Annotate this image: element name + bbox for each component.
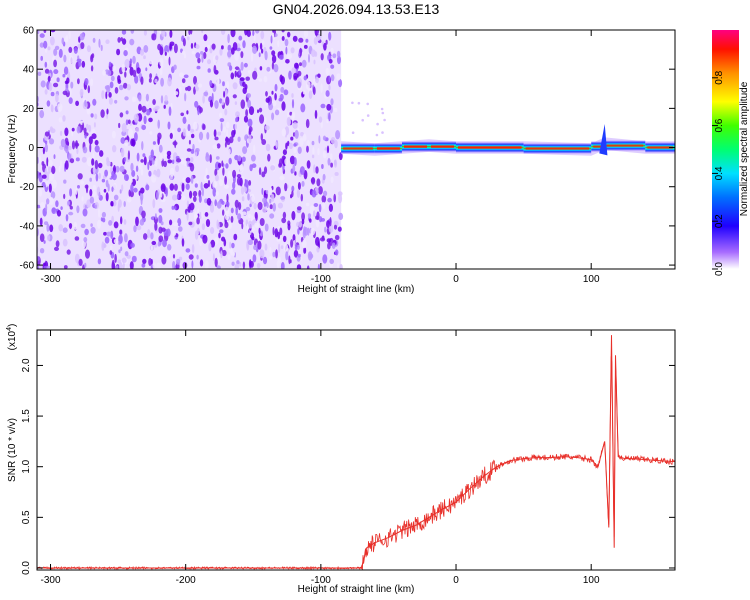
band-stray-point [375, 133, 379, 137]
band-core [647, 146, 673, 149]
colorbar-gradient [712, 30, 739, 269]
y-tick-label: 1.5 [21, 409, 32, 423]
colorbar-tick-label: 0.8 [714, 70, 725, 84]
colorbar-ticks: 0.0 0.2 0.4 0.6 0.8 [712, 70, 725, 276]
band-spike [599, 124, 608, 156]
y-tick-label: 40 [23, 65, 35, 76]
spectrogram-ylabel: Frequency (Hz) [7, 115, 18, 184]
snr-series-noise [37, 356, 675, 570]
band-core [606, 144, 644, 147]
noise-speckles [37, 30, 344, 269]
band-stray-point [376, 122, 379, 126]
spectrogram-content [37, 30, 675, 269]
y-tick-label: -60 [20, 261, 35, 272]
band-stray-point [351, 101, 354, 105]
band-core [404, 145, 427, 148]
snr-frame [36, 329, 676, 571]
band-stray-point [381, 111, 385, 115]
band-stray-point [351, 131, 355, 134]
snr-xlabel: Height of straight line (km) [298, 584, 415, 595]
signal-band [341, 101, 675, 156]
colorbar-label: Normalized spectral amplitude [739, 81, 750, 216]
y-tick-label: 20 [23, 104, 35, 115]
snr-scale-label: (x10 [7, 330, 18, 350]
band-stray-point [366, 114, 370, 117]
y-tick-label: 0.0 [21, 561, 32, 575]
x-tick-label: -100 [311, 575, 331, 586]
band-core [458, 146, 522, 149]
colorbar-tick-label: 0.0 [714, 262, 725, 276]
band-stray-point [381, 131, 384, 134]
band-stray-point [366, 102, 370, 106]
y-tick-label: 0 [28, 143, 34, 154]
svg-text:(x104): (x104) [6, 324, 18, 351]
y-tick-label: -20 [20, 182, 35, 193]
x-tick-label: 100 [583, 575, 600, 586]
colorbar: 0.0 0.2 0.4 0.6 0.8 Normalized spectral ampl… [712, 30, 750, 276]
snr-scale-note: (x104) [6, 324, 18, 351]
snr-panel: -300 -200 -100 0 100 0.0 0.5 1.0 1.5 2.0 Height o… [6, 324, 676, 595]
x-tick-label: -200 [176, 274, 196, 285]
band-core [525, 147, 590, 150]
snr-series-line [37, 335, 675, 569]
spectrogram-frame [36, 29, 676, 270]
band-core [343, 147, 373, 150]
x-tick-label: 100 [583, 274, 600, 285]
band-core [431, 145, 454, 148]
x-tick-label: -300 [41, 274, 61, 285]
spectrogram-xlabel: Height of straight line (km) [298, 284, 415, 295]
y-tick-label: 2.0 [21, 358, 32, 372]
band-stray-point [361, 118, 365, 122]
y-tick-label: -40 [20, 221, 35, 232]
band-core [376, 147, 400, 150]
x-tick-label: -200 [176, 575, 196, 586]
x-tick-label: -100 [311, 274, 331, 285]
snr-content [37, 335, 675, 570]
snr-ylabel: SNR (10 * v/v) [7, 418, 18, 482]
y-tick-label: 60 [23, 26, 35, 37]
figure-title: GN04.2026.094.13.53.E13 [273, 1, 440, 17]
colorbar-tick-label: 0.2 [714, 214, 725, 228]
band-stray-point [380, 107, 384, 111]
snr-scale-exp: 4 [6, 327, 13, 331]
x-tick-label: 0 [453, 575, 459, 586]
x-tick-label: 0 [453, 274, 459, 285]
snr-scale-close: ) [7, 324, 18, 327]
colorbar-tick-label: 0.4 [714, 166, 725, 180]
y-tick-label: 0.5 [21, 510, 32, 524]
colorbar-tick-label: 0.6 [714, 118, 725, 132]
snr-axes: -300 -200 -100 0 100 0.0 0.5 1.0 1.5 2.0 [21, 330, 675, 586]
band-stray-point [383, 118, 386, 122]
y-tick-label: 1.0 [21, 459, 32, 473]
x-tick-label: -300 [41, 575, 61, 586]
band-stray-point [357, 101, 361, 105]
band-core [593, 145, 603, 148]
